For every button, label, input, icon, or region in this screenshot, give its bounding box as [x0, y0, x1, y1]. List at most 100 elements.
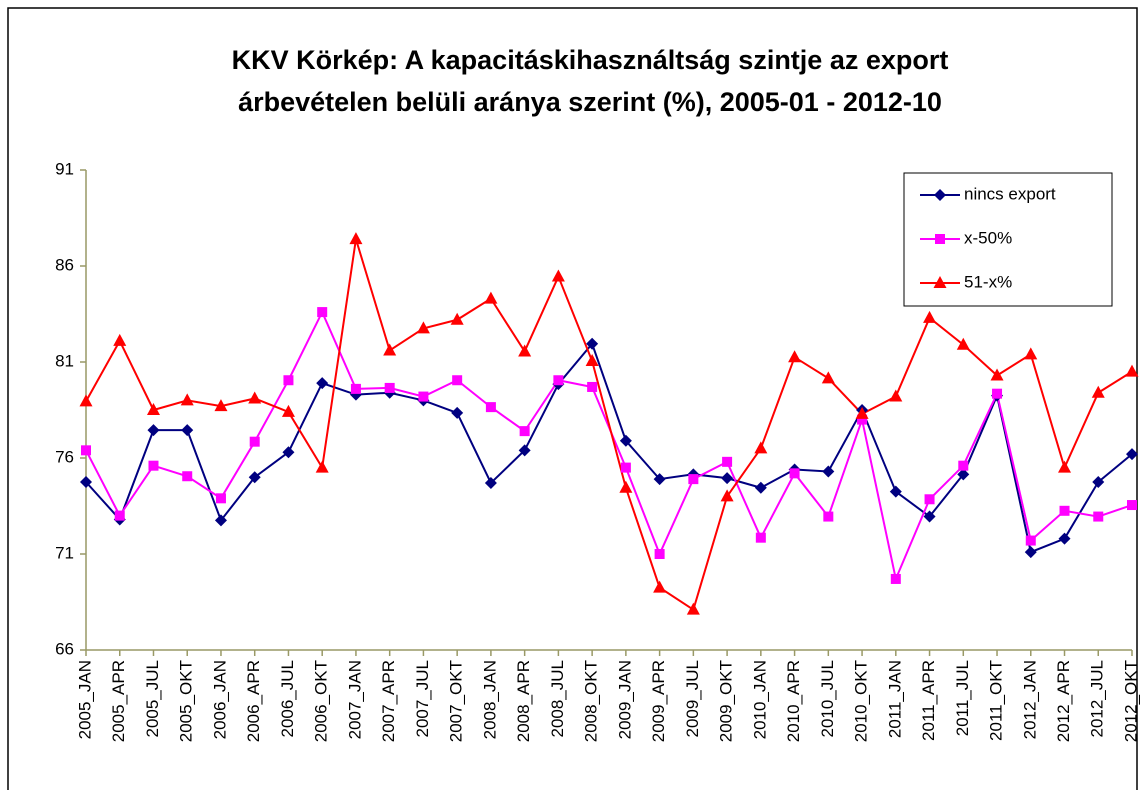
- marker: [317, 307, 328, 318]
- marker: [349, 232, 363, 245]
- x-tick-label: 2006_APR: [244, 660, 263, 742]
- y-tick-label: 91: [55, 159, 74, 178]
- x-tick-label: 2006_JUL: [278, 660, 297, 738]
- marker: [923, 510, 936, 523]
- marker: [283, 375, 294, 386]
- x-tick-label: 2012_OKT: [1121, 660, 1140, 742]
- x-tick-label: 2005_OKT: [177, 660, 196, 742]
- marker: [416, 321, 430, 334]
- marker: [452, 375, 463, 386]
- marker: [1091, 385, 1105, 398]
- marker: [755, 532, 766, 543]
- x-tick-label: 2008_OKT: [582, 660, 601, 742]
- marker: [789, 468, 800, 479]
- marker: [957, 468, 970, 481]
- marker: [383, 343, 397, 356]
- series-line: [85, 238, 1133, 612]
- marker: [788, 350, 802, 363]
- marker: [81, 445, 91, 456]
- x-tick-label: 2011_APR: [919, 660, 938, 741]
- marker: [619, 480, 633, 493]
- y-tick-label: 76: [55, 447, 74, 466]
- marker: [248, 391, 262, 404]
- marker: [553, 375, 564, 386]
- marker: [316, 377, 329, 390]
- marker: [214, 514, 227, 527]
- marker: [654, 549, 665, 559]
- marker: [619, 434, 632, 447]
- y-tick-label: 86: [55, 255, 74, 274]
- x-tick-label: 2009_OKT: [717, 660, 736, 742]
- marker: [451, 406, 464, 419]
- x-tick-label: 2005_JAN: [75, 660, 94, 739]
- x-tick-label: 2005_JUL: [143, 660, 162, 738]
- marker: [933, 276, 947, 288]
- marker: [484, 476, 497, 489]
- marker: [450, 312, 464, 325]
- marker: [113, 333, 127, 346]
- marker: [1127, 500, 1137, 511]
- marker: [1126, 448, 1138, 461]
- x-tick-label: 2009_JUL: [683, 660, 702, 738]
- marker: [754, 481, 767, 494]
- marker: [823, 511, 834, 522]
- marker: [1025, 535, 1036, 546]
- x-tick-label: 2007_JUL: [413, 660, 432, 738]
- marker: [924, 494, 935, 505]
- marker: [147, 424, 160, 437]
- legend-label: 51-x%: [964, 272, 1012, 291]
- x-tick-label: 2010_JAN: [750, 660, 769, 739]
- chart-border: [7, 7, 1138, 790]
- marker: [281, 404, 295, 417]
- marker: [686, 602, 700, 615]
- x-tick-label: 2007_APR: [379, 660, 398, 742]
- marker: [1092, 476, 1105, 488]
- marker: [653, 580, 667, 593]
- marker: [148, 460, 159, 471]
- marker: [80, 476, 92, 488]
- chart-title: árbevételen belüli aránya szerint (%), 2…: [238, 87, 942, 117]
- marker: [519, 426, 530, 437]
- marker: [114, 510, 125, 521]
- marker: [821, 371, 835, 384]
- marker: [146, 403, 160, 415]
- y-tick-label: 81: [55, 351, 74, 370]
- marker: [586, 337, 599, 350]
- marker: [722, 456, 733, 467]
- x-tick-label: 2005_APR: [109, 660, 128, 742]
- series-line: [85, 341, 1133, 554]
- marker: [992, 388, 1003, 399]
- marker: [990, 368, 1004, 381]
- x-tick-label: 2006_OKT: [312, 660, 331, 742]
- marker: [934, 189, 946, 201]
- y-tick-label: 66: [55, 639, 74, 658]
- chart-title: KKV Körkép: A kapacitáskihasználtság szi…: [232, 45, 949, 75]
- legend-label: nincs export: [964, 184, 1056, 203]
- marker: [923, 310, 937, 323]
- marker: [855, 406, 869, 419]
- marker: [958, 460, 969, 471]
- legend-label: x-50%: [964, 228, 1012, 247]
- marker: [721, 472, 734, 485]
- marker: [956, 337, 970, 350]
- marker: [889, 389, 903, 402]
- legend: nincs export x-50% 51-x%: [903, 172, 1113, 307]
- marker: [585, 354, 599, 367]
- x-tick-label: 2006_JAN: [210, 660, 229, 739]
- x-tick-label: 2012_JAN: [1020, 660, 1039, 739]
- marker: [181, 424, 194, 437]
- marker: [518, 444, 531, 457]
- marker: [1024, 546, 1037, 559]
- x-tick-label: 2009_JAN: [615, 660, 634, 739]
- marker: [1058, 532, 1071, 545]
- marker: [857, 414, 868, 425]
- marker: [1125, 364, 1139, 377]
- marker: [484, 291, 498, 304]
- marker: [180, 393, 194, 406]
- marker: [935, 234, 945, 244]
- x-tick-label: 2012_APR: [1054, 660, 1073, 742]
- marker: [248, 471, 261, 484]
- marker: [822, 465, 835, 478]
- marker: [1058, 460, 1072, 473]
